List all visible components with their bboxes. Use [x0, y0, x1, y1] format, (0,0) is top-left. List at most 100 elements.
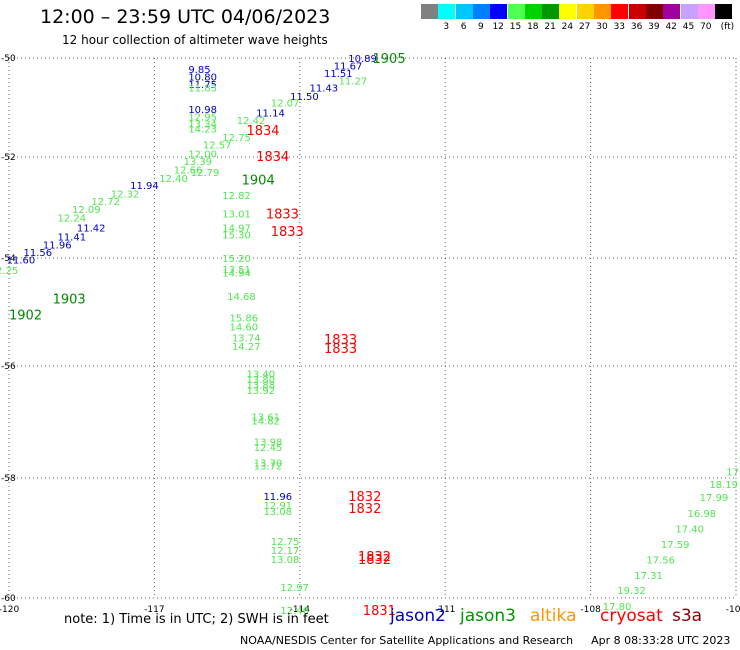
- swh-reading: 14.60: [230, 323, 259, 334]
- swh-reading: 13.80: [246, 375, 275, 386]
- legend-swatch: [421, 4, 438, 19]
- swh-reading: 14.68: [227, 292, 256, 303]
- swh-reading: 10.98: [188, 105, 217, 116]
- swh-reading: 13.40: [246, 369, 275, 380]
- legend-label: 15: [509, 22, 522, 32]
- map-subtitle: 12 hour collection of altimeter wave hei…: [62, 33, 328, 47]
- lon-tick-label: -111: [435, 605, 455, 615]
- pass-time-label: 1904: [242, 174, 275, 189]
- swh-reading: 11.14: [256, 108, 285, 119]
- generated-datetime: Apr 8 08:33:28 UTC 2023: [591, 634, 731, 647]
- legend-swatch: [697, 4, 715, 19]
- swh-reading: 11.60: [7, 256, 36, 267]
- swh-reading: 13.61: [251, 412, 280, 423]
- pass-time-label: 1833: [324, 342, 357, 357]
- pass-time-label: 1833: [324, 333, 357, 348]
- swh-reading: 15.20: [222, 254, 251, 265]
- pass-time-labels: 1905183418341904183318331903190218331833…: [9, 52, 406, 619]
- swh-reading: 11.41: [57, 232, 86, 243]
- legend-swatch: [576, 4, 594, 19]
- legend-swatch: [628, 4, 646, 19]
- swh-reading: 13.98: [254, 438, 283, 449]
- swh-reading: 12.17: [271, 546, 300, 557]
- swh-reading: 12.75: [222, 133, 251, 144]
- swh-reading: 11.75: [188, 80, 217, 91]
- legend-label: 27: [578, 22, 591, 32]
- swh-reading: 10.89: [348, 54, 377, 65]
- legend-swatch: [594, 4, 611, 19]
- swh-reading: 12.45: [254, 443, 283, 454]
- swh-reading: 12.46: [280, 606, 309, 617]
- swh-reading: 19.: [738, 456, 740, 467]
- swh-reading: 12.07: [271, 99, 300, 110]
- swh-reading: 10.80: [188, 72, 217, 83]
- swh-reading: 14.23: [188, 124, 217, 135]
- map-title: 12:00 – 23:59 UTC 04/06/2023: [40, 6, 331, 28]
- legend-label: 18: [527, 22, 539, 32]
- pass-time-label: 1834: [256, 150, 289, 165]
- pass-time-label: 1905: [373, 52, 406, 67]
- mission-label: jason3: [460, 606, 516, 626]
- legend-label: 21: [544, 22, 556, 32]
- legend-label: 3: [443, 22, 450, 32]
- swh-reading: 12.42: [237, 116, 266, 127]
- swh-reading: 12.82: [222, 191, 251, 202]
- swh-reading: 11.56: [24, 248, 53, 259]
- swh-reading: 17.31: [634, 571, 663, 582]
- swh-reading: 12.32: [111, 189, 140, 200]
- lon-tick-label: -114: [290, 605, 311, 615]
- swh-reading: 17.80: [603, 602, 632, 613]
- legend-swatch: [715, 4, 733, 19]
- swh-reading: 12.09: [72, 205, 101, 216]
- swh-reading: 19.32: [617, 586, 646, 597]
- swh-reading: 12.91: [263, 501, 292, 512]
- swh-reading: 11.27: [339, 76, 368, 87]
- legend-label: 70: [700, 22, 712, 32]
- legend-swatch: [507, 4, 525, 19]
- pass-time-label: 1832: [358, 550, 391, 565]
- legend-label: 39: [648, 22, 660, 32]
- swh-reading: 11.67: [334, 61, 363, 72]
- lon-tick-label: -108: [580, 605, 601, 615]
- lat-tick-label: -60: [1, 594, 16, 604]
- graticule: [8, 57, 737, 599]
- footer-credit: NOAA/NESDIS Center for Satellite Applica…: [240, 634, 730, 647]
- swh-reading: 15.30: [222, 230, 251, 241]
- lat-tick-label: -56: [1, 362, 16, 372]
- swh-reading: 13.08: [263, 507, 292, 518]
- swh-reading: 12.79: [191, 168, 220, 179]
- legend-swatch: [611, 4, 629, 19]
- swh-reading: 18.19: [709, 480, 738, 491]
- pass-time-label: 1902: [9, 309, 42, 324]
- swh-reading: 12.95: [188, 112, 217, 123]
- swh-reading: 16.98: [688, 509, 717, 520]
- swh-reading: 11.50: [290, 92, 319, 103]
- swh-reading: 17.7: [726, 467, 740, 478]
- swh-reading: 12.75: [271, 537, 300, 548]
- swh-reading: 13.39: [183, 157, 212, 168]
- legend-label: 42: [665, 22, 677, 32]
- swh-reading: 13.72: [254, 462, 283, 473]
- swh-reading: 12.40: [159, 174, 188, 185]
- swh-reading: 12.25: [0, 266, 18, 277]
- legend-swatch: [645, 4, 663, 19]
- pass-time-label: 1832: [348, 490, 381, 505]
- legend-swatch: [472, 4, 490, 19]
- pass-time-label: 1831: [363, 604, 396, 619]
- swh-reading: 12.97: [280, 583, 309, 594]
- swh-reading: 12.00: [188, 150, 217, 161]
- swh-readings: 10.8911.6711.5111.2711.4311.5012.0711.14…: [0, 54, 740, 617]
- legend-label: 24: [561, 22, 574, 32]
- swh-reading: 12.57: [203, 141, 232, 152]
- swh-reading: 13.51: [222, 265, 251, 276]
- swh-reading: 15.86: [230, 313, 259, 324]
- mission-label: altika: [530, 606, 577, 626]
- legend-label: 12: [492, 22, 504, 32]
- swh-reading: 14.97: [222, 224, 251, 235]
- swh-reading: 11.83: [188, 84, 217, 95]
- legend-label: 36: [630, 22, 643, 32]
- mission-label: s3a: [672, 606, 703, 626]
- legend-swatch: [663, 4, 681, 19]
- legend-label: 30: [596, 22, 608, 32]
